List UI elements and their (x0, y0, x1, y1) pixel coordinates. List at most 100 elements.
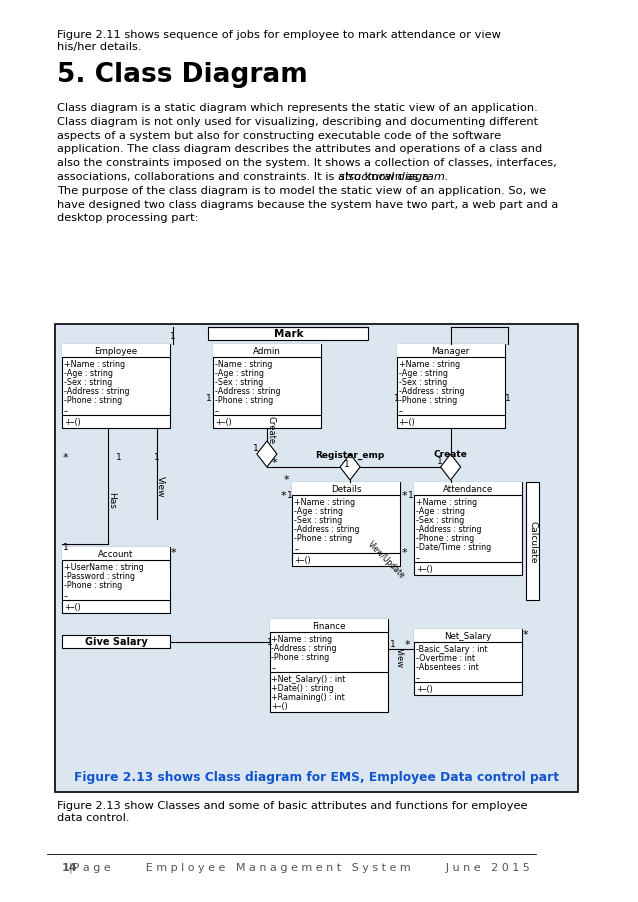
FancyBboxPatch shape (209, 327, 368, 341)
Text: -Phone : string: -Phone : string (215, 396, 273, 405)
Text: 1: 1 (170, 332, 175, 341)
Text: –: – (399, 407, 403, 416)
Text: *: * (402, 491, 408, 501)
Text: Mark: Mark (274, 329, 303, 339)
Text: *: * (405, 640, 410, 649)
Text: -Overtime : int: -Overtime : int (416, 653, 475, 662)
FancyBboxPatch shape (414, 483, 522, 575)
FancyBboxPatch shape (62, 345, 170, 357)
Text: +–(): +–() (416, 565, 433, 574)
Text: +Name : string: +Name : string (294, 497, 355, 506)
Text: 1: 1 (408, 491, 414, 500)
Text: 1: 1 (505, 394, 511, 403)
Text: desktop processing part:: desktop processing part: (57, 213, 198, 223)
FancyBboxPatch shape (62, 548, 170, 560)
Text: -Phone : string: -Phone : string (271, 652, 330, 661)
Text: -Age : string: -Age : string (294, 506, 343, 515)
FancyBboxPatch shape (397, 345, 505, 428)
Text: Give Salary: Give Salary (85, 637, 147, 647)
Text: +Name : string: +Name : string (416, 497, 477, 506)
Text: +Date() : string: +Date() : string (271, 683, 334, 692)
Text: Register_emp: Register_emp (315, 450, 385, 459)
Text: Has: Has (107, 491, 116, 508)
Text: Figure 2.13 show Classes and some of basic attributes and functions for employee: Figure 2.13 show Classes and some of bas… (57, 800, 527, 822)
Text: Figure 2.13 shows Class diagram for EMS, Employee Data control part: Figure 2.13 shows Class diagram for EMS,… (74, 770, 559, 784)
Text: View/Update: View/Update (366, 539, 407, 580)
Text: -Password : string: -Password : string (64, 571, 135, 580)
Text: +Name : string: +Name : string (399, 360, 459, 369)
FancyBboxPatch shape (526, 483, 539, 601)
Text: +–(): +–() (271, 701, 288, 710)
Text: -Sex : string: -Sex : string (399, 378, 447, 387)
Text: 5. Class Diagram: 5. Class Diagram (57, 62, 308, 87)
Text: -Sex : string: -Sex : string (416, 515, 464, 524)
Text: 1: 1 (394, 394, 399, 403)
Text: -Sex : string: -Sex : string (64, 378, 112, 387)
Text: The purpose of the class diagram is to model the static view of an application. : The purpose of the class diagram is to m… (57, 186, 545, 196)
Text: +Net_Salary() : int: +Net_Salary() : int (271, 675, 346, 683)
Text: -Address : string: -Address : string (416, 524, 482, 533)
Text: 1: 1 (116, 453, 122, 462)
Text: *: * (283, 474, 289, 484)
Text: –: – (64, 407, 68, 416)
Text: Manager: Manager (431, 346, 470, 355)
Text: View: View (395, 648, 404, 667)
Text: +Name : string: +Name : string (271, 634, 332, 643)
Text: -Address : string: -Address : string (294, 524, 360, 533)
Text: 1: 1 (205, 394, 211, 403)
FancyBboxPatch shape (270, 620, 389, 713)
Text: -Basic_Salary : int: -Basic_Salary : int (416, 644, 487, 653)
Text: -Age : string: -Age : string (416, 506, 465, 515)
Text: +–(): +–() (416, 685, 433, 694)
Text: *: * (171, 548, 177, 557)
Text: –: – (294, 545, 299, 554)
Text: -Address : string: -Address : string (399, 387, 464, 396)
Text: 1: 1 (390, 640, 396, 649)
Text: *: * (271, 457, 277, 467)
Text: +UserName : string: +UserName : string (64, 562, 144, 571)
Text: +Name : string: +Name : string (64, 360, 125, 369)
Text: also the constraints imposed on the system. It shows a collection of classes, in: also the constraints imposed on the syst… (57, 158, 556, 168)
FancyBboxPatch shape (62, 548, 170, 613)
Text: +Ramaining() : int: +Ramaining() : int (271, 692, 345, 701)
Text: -Age : string: -Age : string (399, 369, 447, 378)
Text: Calculate: Calculate (528, 520, 537, 563)
FancyBboxPatch shape (397, 345, 505, 357)
Text: -Age : string: -Age : string (64, 369, 113, 378)
Text: 1: 1 (154, 453, 160, 462)
Text: -Sex : string: -Sex : string (215, 378, 263, 387)
Text: 1: 1 (286, 491, 292, 500)
Text: 1: 1 (437, 457, 443, 466)
Text: -Phone : string: -Phone : string (416, 533, 474, 542)
Text: aspects of a system but also for constructing executable code of the software: aspects of a system but also for constru… (57, 131, 501, 141)
Text: *: * (402, 548, 408, 557)
Text: 1: 1 (253, 444, 259, 453)
Text: 1: 1 (63, 543, 69, 552)
Text: Attendance: Attendance (443, 484, 493, 493)
Text: +–(): +–() (294, 556, 311, 565)
FancyBboxPatch shape (414, 630, 522, 695)
FancyBboxPatch shape (292, 483, 400, 566)
Text: -Phone : string: -Phone : string (64, 396, 122, 405)
Text: +–(): +–() (215, 418, 232, 427)
Text: -Phone : string: -Phone : string (294, 533, 353, 542)
Text: *: * (63, 453, 69, 463)
Text: -Absentees : int: -Absentees : int (416, 662, 478, 671)
FancyBboxPatch shape (213, 345, 321, 428)
Text: -Sex : string: -Sex : string (294, 515, 343, 524)
Text: -Phone : string: -Phone : string (399, 396, 457, 405)
Text: -Date/Time : string: -Date/Time : string (416, 542, 491, 551)
Text: *: * (281, 491, 286, 501)
Text: *: * (523, 630, 528, 640)
Text: View: View (156, 475, 165, 497)
Text: +–(): +–() (399, 418, 415, 427)
FancyBboxPatch shape (62, 345, 170, 428)
Text: +–(): +–() (64, 418, 81, 427)
Text: Admin: Admin (253, 346, 281, 355)
FancyBboxPatch shape (292, 483, 400, 495)
FancyBboxPatch shape (55, 325, 577, 792)
Text: –: – (271, 663, 276, 672)
Text: 14: 14 (62, 862, 78, 872)
Text: Figure 2.11 shows sequence of jobs for employee to mark attendance or view
his/h: Figure 2.11 shows sequence of jobs for e… (57, 30, 501, 51)
FancyBboxPatch shape (213, 345, 321, 357)
